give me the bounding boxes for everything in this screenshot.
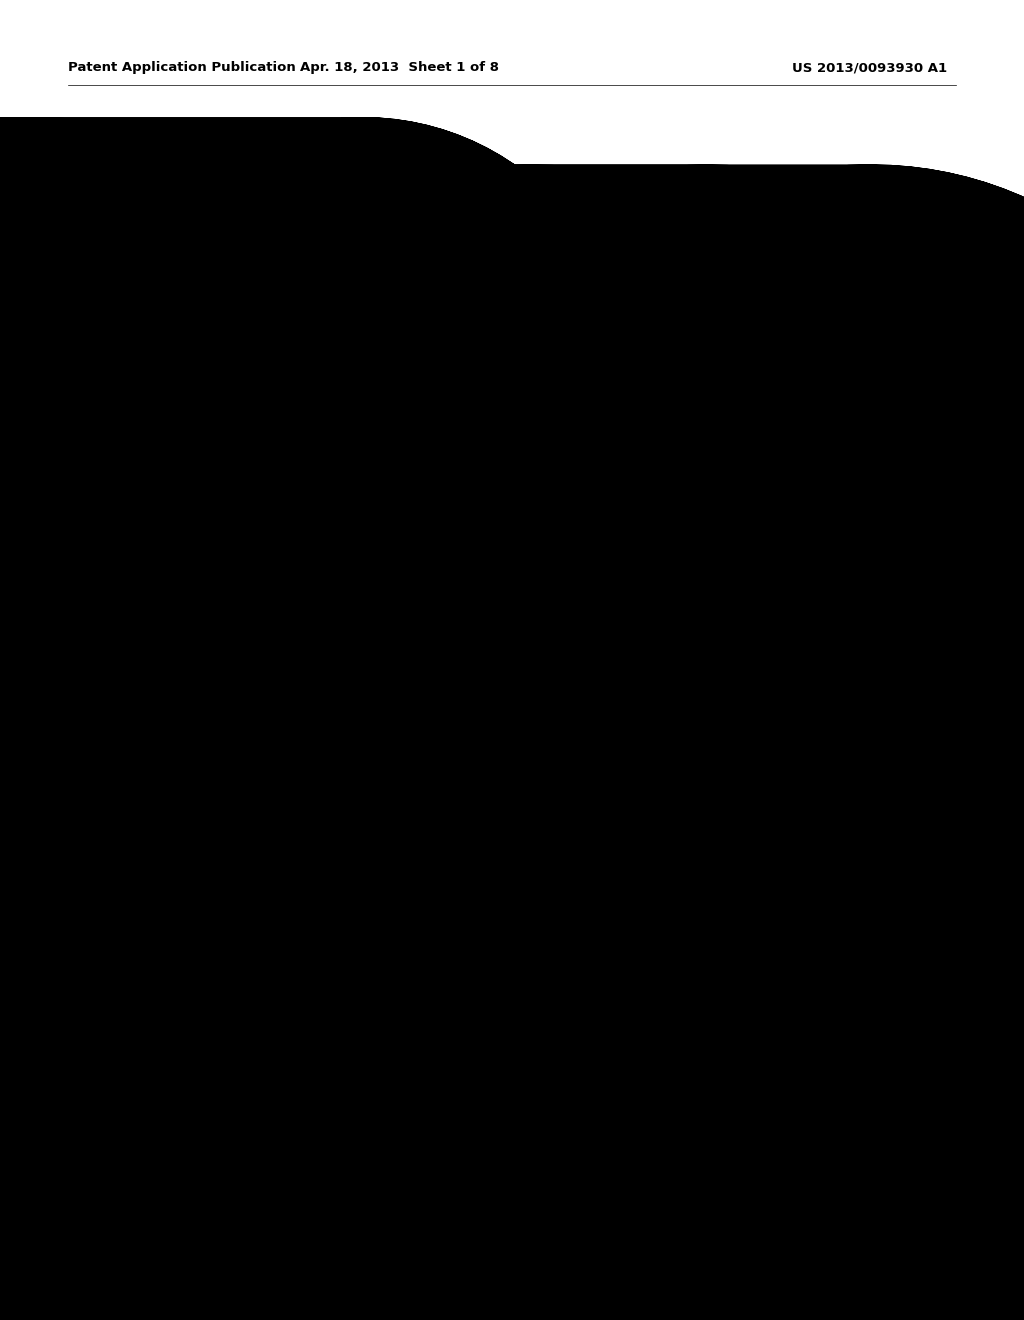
Text: 24: 24 [565, 461, 579, 471]
Text: IMAGE
SENSOR: IMAGE SENSOR [114, 371, 162, 400]
Text: LUMINANCE
VALUE
AVERAGE
CALCULATING
UNIT: LUMINANCE VALUE AVERAGE CALCULATING UNIT [259, 355, 332, 414]
Text: DISPLAY
UNIT: DISPLAY UNIT [664, 969, 711, 998]
Text: FIG.1: FIG.1 [350, 234, 429, 263]
Text: ILLUMINANCE
VALUE
CONVERSION
UNIT: ILLUMINANCE VALUE CONVERSION UNIT [765, 516, 835, 564]
Text: US 2013/0093930 A1: US 2013/0093930 A1 [793, 62, 947, 74]
Text: CAMERA MODULE: CAMERA MODULE [432, 810, 544, 824]
Bar [735, 488, 865, 587]
Text: SOLID-STATE IMAGING DEVICE: SOLID-STATE IMAGING DEVICE [417, 296, 607, 309]
Text: LUMINANCE
OBSERVATION
VALUE
CALCULATING
UNIT: LUMINANCE OBSERVATION VALUE CALCULATING … [596, 511, 669, 570]
Text: THRESHOLD
VALUE
GENERATING
UNIT: THRESHOLD VALUE GENERATING UNIT [431, 362, 499, 409]
Bar [400, 308, 530, 458]
Text: 15: 15 [633, 933, 646, 942]
Bar [628, 940, 746, 1022]
Text: Apr. 18, 2013  Sheet 1 of 8: Apr. 18, 2013 Sheet 1 of 8 [300, 62, 500, 74]
Text: 12: 12 [926, 264, 940, 275]
Text: SOLID-STATE
IMAGING
DEVICE: SOLID-STATE IMAGING DEVICE [327, 863, 397, 899]
Text: 13: 13 [483, 832, 497, 841]
Bar [68, 280, 956, 610]
Bar [478, 838, 568, 920]
Text: 22: 22 [406, 301, 418, 312]
Text: Patent Application Publication: Patent Application Publication [68, 62, 296, 74]
Text: ISP: ISP [513, 874, 532, 887]
Text: LENS
MODULE: LENS MODULE [169, 866, 219, 895]
Text: 12: 12 [303, 822, 316, 833]
Bar [88, 318, 188, 447]
Text: 14: 14 [633, 821, 646, 832]
Text: 23: 23 [406, 480, 418, 491]
Text: FIG.2: FIG.2 [350, 734, 429, 763]
Bar [298, 830, 426, 928]
Bar [118, 795, 858, 1090]
Text: 10: 10 [828, 779, 842, 789]
Bar [628, 828, 746, 909]
Bar [400, 488, 530, 587]
Bar [560, 469, 705, 609]
Text: STORAGE
UNIT: STORAGE UNIT [659, 857, 715, 886]
Text: 11: 11 [145, 832, 159, 841]
Bar [140, 838, 248, 920]
Text: 21: 21 [234, 301, 248, 312]
Text: LUMINANCE
INTEGRATING
UNIT: LUMINANCE INTEGRATING UNIT [430, 523, 500, 557]
Text: 20: 20 [93, 312, 106, 321]
Text: 25: 25 [740, 480, 754, 491]
Bar [230, 308, 360, 458]
